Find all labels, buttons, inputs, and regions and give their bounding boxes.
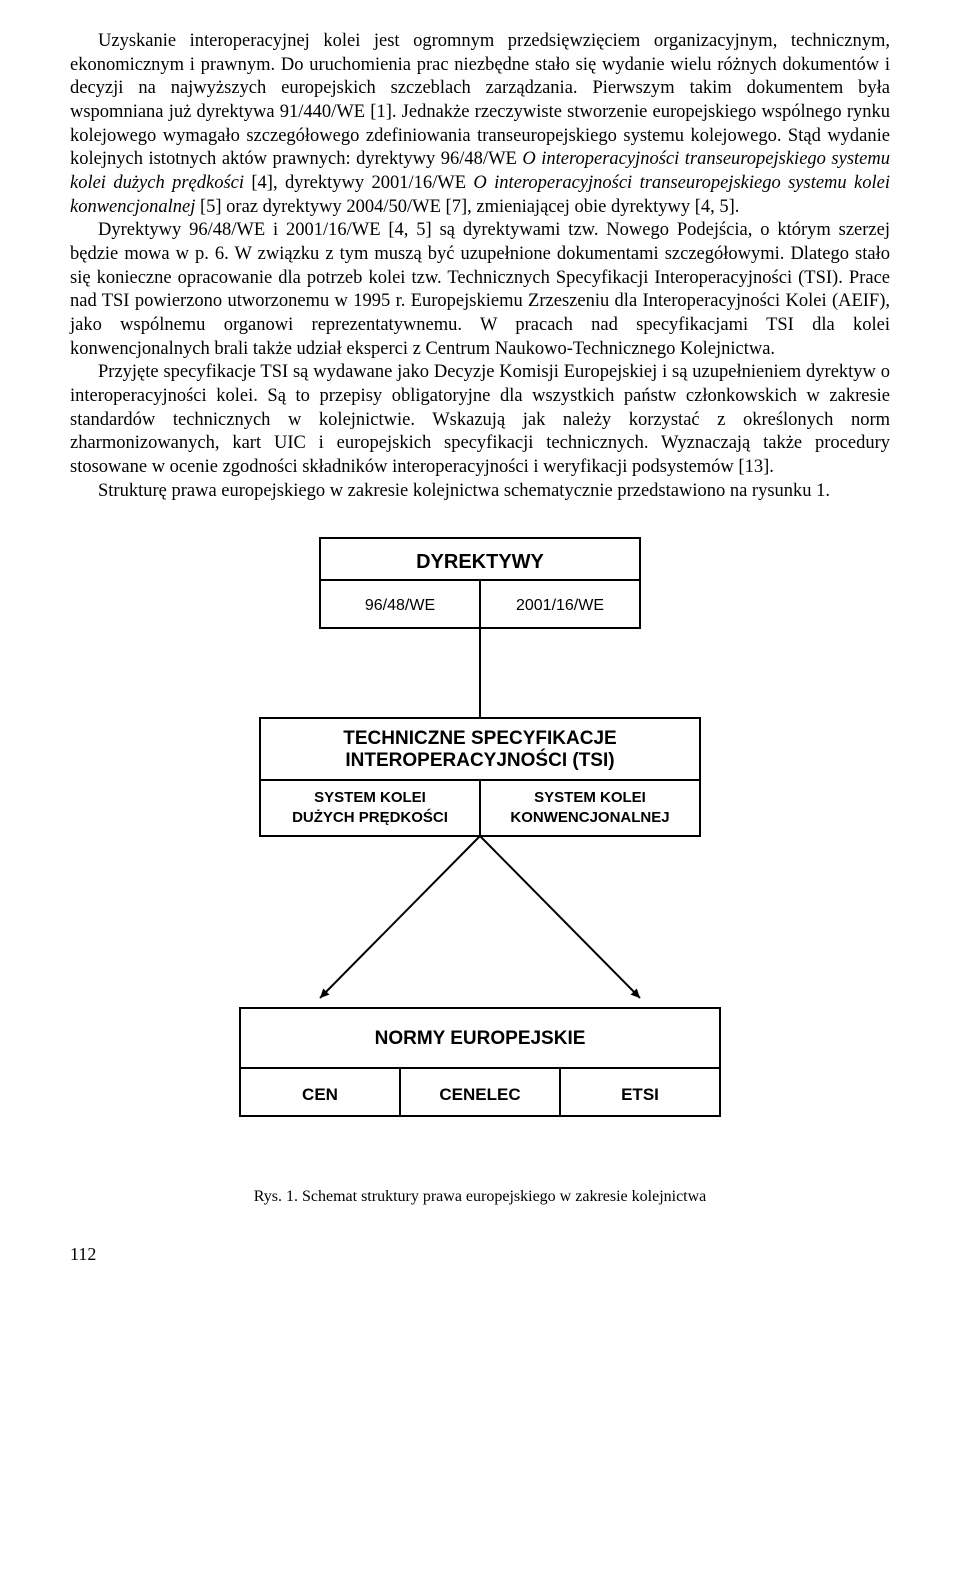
svg-text:SYSTEM KOLEI: SYSTEM KOLEI <box>314 789 426 806</box>
svg-text:DUŻYCH PRĘDKOŚCI: DUŻYCH PRĘDKOŚCI <box>292 808 448 826</box>
law-structure-diagram: DYREKTYWY 96/48/WE 2001/16/WE TECHNICZNE SP… <box>200 528 760 1168</box>
svg-text:CEN: CEN <box>302 1085 338 1104</box>
paragraph-4: Strukturę prawa europejskiego w zakresie… <box>70 480 890 504</box>
svg-text:KONWENCJONALNEJ: KONWENCJONALNEJ <box>510 809 669 826</box>
svg-text:NORMY EUROPEJSKIE: NORMY EUROPEJSKIE <box>375 1028 586 1049</box>
p1-end: [5] oraz dyrektywy 2004/50/WE [7], zmien… <box>195 197 739 217</box>
figure-1-diagram: DYREKTYWY 96/48/WE 2001/16/WE TECHNICZNE SP… <box>200 528 760 1168</box>
svg-text:ETSI: ETSI <box>621 1085 659 1104</box>
svg-text:2001/16/WE: 2001/16/WE <box>516 597 604 614</box>
svg-text:SYSTEM KOLEI: SYSTEM KOLEI <box>534 789 646 806</box>
svg-text:96/48/WE: 96/48/WE <box>365 597 435 614</box>
svg-text:INTEROPERACYJNOŚCI (TSI): INTEROPERACYJNOŚCI (TSI) <box>345 749 614 771</box>
svg-text:CENELEC: CENELEC <box>439 1085 520 1104</box>
page-number: 112 <box>70 1244 890 1265</box>
paragraph-2: Dyrektywy 96/48/WE i 2001/16/WE [4, 5] s… <box>70 219 890 361</box>
paragraph-1: Uzyskanie interoperacyjnej kolei jest og… <box>70 30 890 219</box>
svg-text:TECHNICZNE SPECYFIKACJE: TECHNICZNE SPECYFIKACJE <box>343 728 616 749</box>
svg-text:DYREKTYWY: DYREKTYWY <box>416 551 544 573</box>
p1-mid: [4], dyrektywy 2001/16/WE <box>244 173 473 193</box>
figure-1-caption: Rys. 1. Schemat struktury prawa europejs… <box>70 1188 890 1206</box>
paragraph-3: Przyjęte specyfikacje TSI są wydawane ja… <box>70 361 890 479</box>
